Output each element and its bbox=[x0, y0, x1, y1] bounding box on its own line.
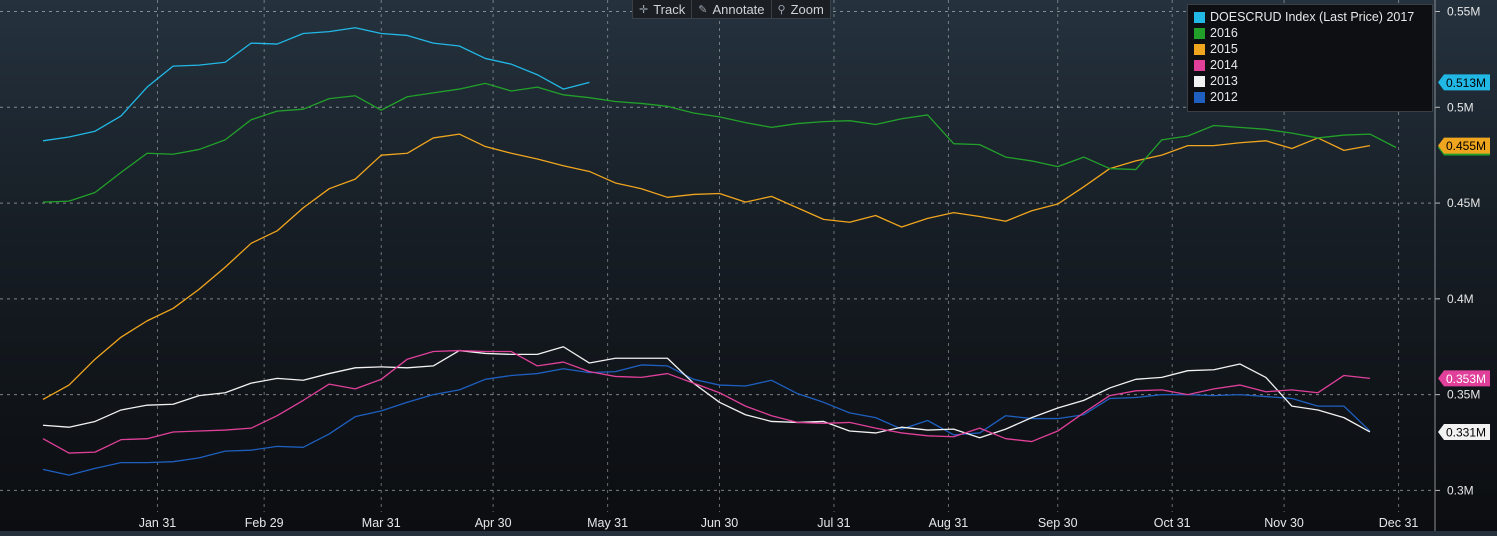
legend-label: 2017 bbox=[1386, 10, 1415, 24]
y-tick-label: 0.3M bbox=[1447, 483, 1474, 497]
last-value-tag-2014: 0.353M bbox=[1438, 370, 1490, 387]
series-line-2017 bbox=[42, 27, 590, 142]
last-value-tag-2017: 0.513M bbox=[1438, 74, 1490, 91]
magnifier-icon: ⚲ bbox=[777, 3, 786, 16]
legend-swatch bbox=[1194, 75, 1205, 87]
last-value-tag-2013: 0.331M bbox=[1438, 423, 1490, 440]
legend-label: 2012 bbox=[1210, 90, 1238, 104]
legend-swatch bbox=[1194, 27, 1205, 39]
legend-swatch bbox=[1194, 43, 1205, 55]
legend-item-2012[interactable]: 2012 bbox=[1194, 89, 1426, 105]
legend-item-2013[interactable]: 2013 bbox=[1194, 73, 1426, 89]
y-tick-label: 0.5M bbox=[1447, 100, 1474, 114]
last-value-tag-bg bbox=[1438, 423, 1490, 440]
y-tick-label: 0.55M bbox=[1447, 4, 1480, 18]
legend-item-2014[interactable]: 2014 bbox=[1194, 57, 1426, 73]
y-tick-label: 0.35M bbox=[1447, 388, 1480, 402]
last-value-tag-bg bbox=[1438, 370, 1490, 387]
y-tick-label: 0.45M bbox=[1447, 196, 1480, 210]
series-line-2015 bbox=[42, 133, 1371, 400]
legend-item-2015[interactable]: 2015 bbox=[1194, 41, 1426, 57]
last-value-tag-bg bbox=[1438, 74, 1490, 91]
chart-legend: DOESCRUD Index (Last Price) 2017 2016 20… bbox=[1187, 4, 1433, 112]
x-tick-label: Jan 31 bbox=[139, 516, 177, 530]
series-line-2014 bbox=[42, 349, 1371, 454]
legend-title: DOESCRUD Index (Last Price) bbox=[1210, 10, 1383, 24]
x-tick-label: Feb 29 bbox=[245, 516, 284, 530]
x-tick-label: Aug 31 bbox=[929, 516, 969, 530]
last-value-label: 0.331M bbox=[1446, 425, 1486, 439]
last-value-tag-2015: 0.455M bbox=[1438, 137, 1490, 154]
crosshair-icon: ✛ bbox=[639, 3, 649, 16]
x-tick-label: Jun 30 bbox=[701, 516, 739, 530]
x-tick-label: May 31 bbox=[587, 516, 628, 530]
legend-swatch bbox=[1194, 91, 1205, 103]
track-label: Track bbox=[653, 1, 686, 17]
annotate-label: Annotate bbox=[712, 1, 765, 17]
x-tick-label: Jul 31 bbox=[817, 516, 850, 530]
last-value-label: 0.513M bbox=[1446, 76, 1486, 90]
series-line-2012 bbox=[42, 364, 1371, 476]
legend-swatch bbox=[1194, 11, 1205, 23]
series-line-2016 bbox=[42, 82, 1397, 203]
x-tick-label: Nov 30 bbox=[1264, 516, 1304, 530]
x-tick-label: Sep 30 bbox=[1038, 516, 1078, 530]
legend-item-2016[interactable]: 2016 bbox=[1194, 25, 1426, 41]
legend-label: 2015 bbox=[1210, 42, 1238, 56]
x-tick-label: Dec 31 bbox=[1379, 516, 1419, 530]
track-button[interactable]: ✛ Track bbox=[633, 0, 693, 18]
zoom-button[interactable]: ⚲ Zoom bbox=[772, 0, 830, 18]
legend-label: 2014 bbox=[1210, 58, 1238, 72]
legend-swatch bbox=[1194, 59, 1205, 71]
x-tick-label: Mar 31 bbox=[362, 516, 401, 530]
series-line-2013 bbox=[42, 346, 1371, 439]
x-tick-label: Apr 30 bbox=[475, 516, 512, 530]
x-tick-label: Oct 31 bbox=[1154, 516, 1191, 530]
legend-item-2017[interactable]: DOESCRUD Index (Last Price) 2017 bbox=[1194, 9, 1426, 25]
chart-toolbar: ✛ Track ✎ Annotate ⚲ Zoom bbox=[632, 0, 831, 19]
pencil-icon: ✎ bbox=[698, 3, 708, 16]
last-value-label: 0.455M bbox=[1446, 139, 1486, 153]
last-value-label: 0.353M bbox=[1446, 372, 1486, 386]
zoom-label: Zoom bbox=[790, 1, 824, 17]
y-tick-label: 0.4M bbox=[1447, 292, 1474, 306]
legend-label: 2013 bbox=[1210, 74, 1238, 88]
last-value-tag-bg bbox=[1438, 137, 1490, 154]
annotate-button[interactable]: ✎ Annotate bbox=[692, 0, 772, 18]
legend-label: 2016 bbox=[1210, 26, 1238, 40]
